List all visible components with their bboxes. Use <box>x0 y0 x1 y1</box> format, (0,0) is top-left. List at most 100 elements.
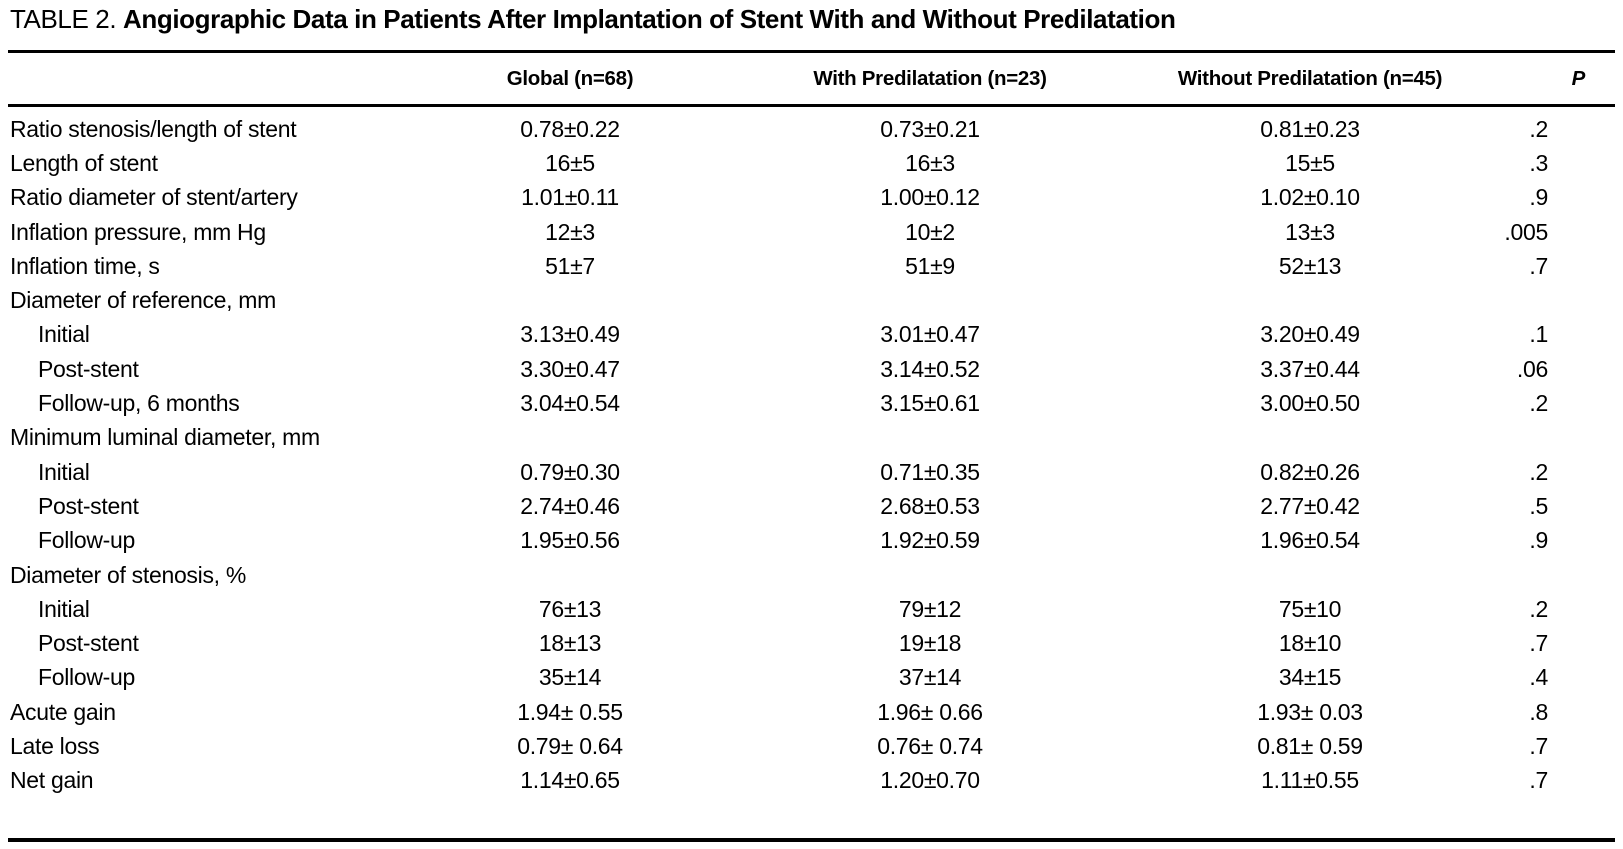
cell-without-predilatation: 15±5 <box>1285 149 1335 176</box>
row-label: Initial <box>38 321 90 348</box>
table-row: Minimum luminal diameter, mm <box>8 421 1615 455</box>
cell-p-value: .005 <box>1504 218 1548 245</box>
cell-without-predilatation: 2.77±0.42 <box>1260 492 1360 519</box>
row-label: Length of stent <box>10 149 158 176</box>
cell-with-predilatation: 1.00±0.12 <box>880 184 980 211</box>
table-row: Follow-up 35±14 37±14 34±15 .4 <box>8 661 1615 695</box>
cell-with-predilatation: 79±12 <box>898 595 962 622</box>
cell-with-predilatation <box>720 283 1140 317</box>
cell-with-predilatation: 1.20±0.70 <box>880 767 980 794</box>
table-row: Initial 3.13±0.49 3.01±0.47 3.20±0.49 .1 <box>8 318 1615 352</box>
cell-p-value: .9 <box>1529 527 1548 554</box>
cell-without-predilatation: 13±3 <box>1285 218 1335 245</box>
cell-global: 1.01±0.11 <box>521 184 619 211</box>
row-label: Post-stent <box>38 630 139 657</box>
row-label: Inflation time, s <box>10 252 160 279</box>
cell-global: 0.79±0.30 <box>520 458 620 485</box>
cell-global: 0.79± 0.64 <box>517 732 623 759</box>
cell-global: 35±14 <box>538 664 602 691</box>
table-body: Ratio stenosis/length of stent 0.78±0.22… <box>8 112 1615 798</box>
cell-p-value: .3 <box>1529 149 1548 176</box>
cell-without-predilatation: 0.82±0.26 <box>1260 458 1360 485</box>
cell-without-predilatation <box>1140 558 1480 592</box>
data-table: Ratio stenosis/length of stent 0.78±0.22… <box>8 112 1615 798</box>
header-p-value: P <box>1571 66 1586 90</box>
table-row: Follow-up, 6 months 3.04±0.54 3.15±0.61 … <box>8 386 1615 420</box>
cell-global <box>420 558 720 592</box>
table-row: Ratio diameter of stent/artery 1.01±0.11… <box>8 181 1615 215</box>
cell-without-predilatation: 0.81±0.23 <box>1260 115 1360 142</box>
bottom-rule <box>8 838 1615 842</box>
cell-p-value: .7 <box>1529 252 1548 279</box>
table-row: Post-stent 18±13 19±18 18±10 .7 <box>8 626 1615 660</box>
cell-with-predilatation: 0.71±0.35 <box>880 458 980 485</box>
table-row: Ratio stenosis/length of stent 0.78±0.22… <box>8 112 1615 146</box>
cell-global: 76±13 <box>538 595 602 622</box>
table-title-text: Angiographic Data in Patients After Impl… <box>122 4 1176 34</box>
cell-p-value: .1 <box>1529 321 1548 348</box>
cell-p-value: .4 <box>1529 664 1548 691</box>
cell-with-predilatation: 0.76± 0.74 <box>877 732 983 759</box>
cell-with-predilatation: 16±3 <box>905 149 955 176</box>
table-row: Initial 0.79±0.30 0.71±0.35 0.82±0.26 .2 <box>8 455 1615 489</box>
cell-without-predilatation: 34±15 <box>1278 664 1342 691</box>
cell-with-predilatation: 19±18 <box>898 630 962 657</box>
table-row: Diameter of reference, mm <box>8 283 1615 317</box>
top-rule <box>8 50 1615 53</box>
cell-p-value: .2 <box>1529 390 1548 417</box>
table-row: Follow-up 1.95±0.56 1.92±0.59 1.96±0.54 … <box>8 524 1615 558</box>
table-row: Initial 76±13 79±12 75±10 .2 <box>8 592 1615 626</box>
cell-p-value <box>1480 283 1615 317</box>
cell-global: 2.74±0.46 <box>520 492 620 519</box>
row-label: Follow-up <box>38 664 136 691</box>
cell-without-predilatation: 3.20±0.49 <box>1260 321 1360 348</box>
cell-p-value: .2 <box>1529 595 1548 622</box>
column-header-row: Global (n=68) With Predilatation (n=23) … <box>8 53 1615 104</box>
table-row: Diameter of stenosis, % <box>8 558 1615 592</box>
cell-global: 1.14±0.65 <box>520 767 620 794</box>
header-without-predilatation: Without Predilatation (n=45) <box>1177 66 1443 90</box>
cell-global: 1.94± 0.55 <box>517 698 623 725</box>
cell-p-value: .2 <box>1529 458 1548 485</box>
cell-p-value: .7 <box>1529 767 1548 794</box>
table-row: Acute gain 1.94± 0.55 1.96± 0.66 1.93± 0… <box>8 695 1615 729</box>
cell-global: 3.04±0.54 <box>520 390 620 417</box>
table-row: Post-stent 3.30±0.47 3.14±0.52 3.37±0.44… <box>8 352 1615 386</box>
cell-p-value: .7 <box>1529 630 1548 657</box>
cell-global: 3.30±0.47 <box>520 355 620 382</box>
row-label: Diameter of reference, mm <box>10 287 277 314</box>
header-empty <box>8 53 420 104</box>
cell-p-value: .9 <box>1529 184 1548 211</box>
row-label: Diameter of stenosis, % <box>10 561 246 588</box>
row-label: Acute gain <box>10 698 116 725</box>
cell-p-value <box>1480 421 1615 455</box>
cell-global: 18±13 <box>538 630 602 657</box>
cell-without-predilatation: 0.81± 0.59 <box>1257 732 1363 759</box>
cell-p-value: .8 <box>1529 698 1548 725</box>
cell-without-predilatation: 1.02±0.10 <box>1260 184 1360 211</box>
header-rule <box>8 104 1615 107</box>
cell-global <box>420 283 720 317</box>
row-label: Ratio diameter of stent/artery <box>10 184 298 211</box>
row-label: Post-stent <box>38 492 139 519</box>
cell-with-predilatation: 3.15±0.61 <box>880 390 980 417</box>
table-row: Inflation pressure, mm Hg 12±3 10±2 13±3… <box>8 215 1615 249</box>
cell-global: 0.78±0.22 <box>520 115 620 142</box>
cell-with-predilatation: 10±2 <box>905 218 955 245</box>
cell-with-predilatation: 37±14 <box>898 664 962 691</box>
header-global: Global (n=68) <box>506 66 634 90</box>
cell-with-predilatation: 2.68±0.53 <box>880 492 980 519</box>
cell-with-predilatation: 51±9 <box>905 252 955 279</box>
row-label: Follow-up, 6 months <box>38 390 240 417</box>
row-label: Initial <box>38 595 90 622</box>
row-label: Initial <box>38 458 90 485</box>
table-row: Net gain 1.14±0.65 1.20±0.70 1.11±0.55 .… <box>8 764 1615 798</box>
table-row: Length of stent 16±5 16±3 15±5 .3 <box>8 146 1615 180</box>
cell-with-predilatation: 1.96± 0.66 <box>877 698 983 725</box>
table-number: TABLE 2. <box>10 4 117 34</box>
cell-without-predilatation: 18±10 <box>1278 630 1342 657</box>
cell-global <box>420 421 720 455</box>
cell-without-predilatation <box>1140 421 1480 455</box>
cell-without-predilatation: 75±10 <box>1278 595 1342 622</box>
